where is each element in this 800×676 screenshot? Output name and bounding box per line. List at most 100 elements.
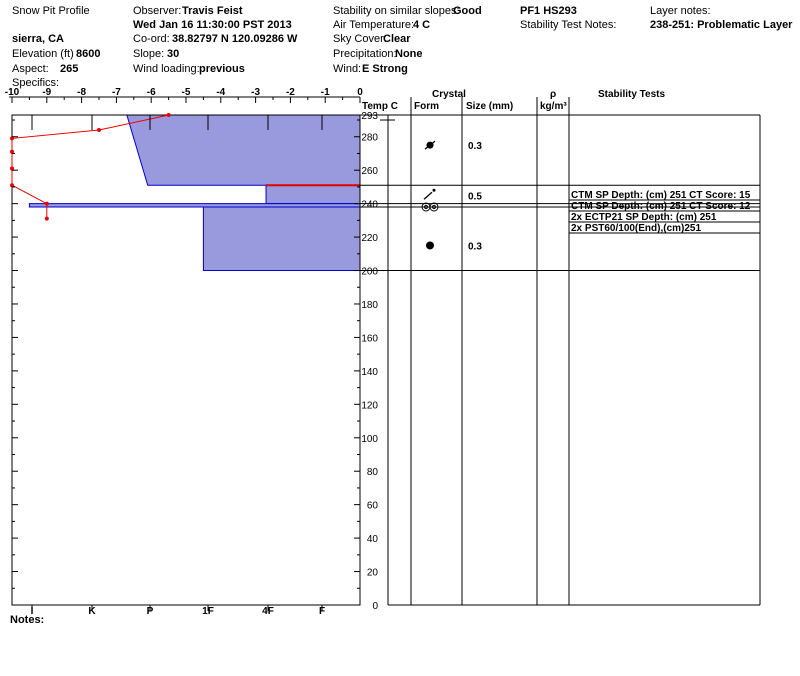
elevation-label: Elevation (ft) — [12, 48, 74, 60]
sky-label: Sky Cover: — [333, 33, 387, 45]
temperature-tick-label: -1 — [321, 87, 330, 98]
form-column-header: Form — [414, 101, 439, 112]
depth-tick-label: 180 — [361, 300, 378, 311]
temperature-point-3 — [10, 149, 14, 154]
test-notes-label: Stability Test Notes: — [520, 19, 617, 31]
precip-value: None — [395, 48, 423, 60]
stability-label: Stability on similar slopes: — [333, 5, 460, 17]
precipitation-dot — [432, 188, 436, 192]
temperature-point-1 — [97, 128, 101, 133]
depth-tick-label: 100 — [361, 434, 378, 445]
coord-value: 38.82797 N 120.09286 W — [172, 33, 298, 45]
hardness-tick-label: I — [31, 606, 34, 617]
temperature-tick-label: 0 — [357, 87, 363, 98]
elevation-value: 8600 — [76, 48, 101, 60]
crystal-size-label: 0.5 — [468, 191, 482, 202]
surface-hoar-inner — [424, 204, 428, 209]
depth-tick-label: 160 — [361, 333, 378, 344]
wind-label: Wind: — [333, 63, 362, 75]
hardness-layer-2 — [28, 203, 361, 208]
slope-label: Slope: — [133, 48, 165, 60]
observation-date: Wed Jan 16 11:30:00 PST 2013 — [133, 19, 292, 31]
slope-value: 30 — [167, 48, 180, 60]
crystal-size-label: 0.3 — [468, 241, 482, 252]
depth-tick-label: 240 — [361, 200, 378, 211]
temperature-point-0 — [166, 113, 171, 117]
depth-tick-label: 260 — [361, 166, 378, 177]
precipitation-particle-icon — [423, 191, 433, 200]
stability-value: Good — [453, 5, 482, 17]
temperature-point-5 — [10, 183, 14, 188]
temperature-tick-label: -4 — [216, 87, 225, 98]
depth-tick-label: 200 — [361, 267, 378, 278]
sky-value: Clear — [383, 33, 411, 45]
depth-tick-label: 280 — [361, 133, 378, 144]
crystal-size-label: 0.3 — [468, 141, 482, 152]
size-column-header: Size (mm) — [466, 101, 513, 112]
wind-loading-value: previous — [199, 63, 245, 75]
depth-tick-label: 60 — [367, 501, 379, 512]
location: sierra, CA — [12, 33, 64, 45]
depth-tick-label: 220 — [361, 233, 378, 244]
temperature-tick-label: -5 — [182, 87, 191, 98]
pit-id: PF1 HS293 — [520, 5, 577, 17]
temperature-tick-label: -9 — [42, 87, 51, 98]
hardness-tick-label: K — [88, 606, 96, 617]
layer-notes-value: 238-251: Problematic Layer — [650, 19, 793, 31]
stability-test-label: CTM SP Depth: (cm) 251 CT Score: 15 — [571, 190, 751, 201]
hardness-tick-label: 1F — [202, 606, 214, 617]
surface-hoar-inner — [432, 204, 436, 209]
observer-label: Observer: — [133, 5, 182, 17]
air-temp-label: Air Temperature: — [333, 19, 415, 31]
aspect-label: Aspect: — [12, 63, 49, 75]
hardness-tick-label: P — [147, 606, 154, 617]
layer-notes-label: Layer notes: — [650, 5, 711, 17]
crystal-column-header: Crystal — [432, 89, 466, 100]
temperature-point-6 — [44, 201, 49, 206]
chart-frame — [11, 114, 361, 606]
temperature-profile-line — [11, 114, 169, 219]
depth-tick-label: 140 — [361, 367, 378, 378]
hardness-layer-0 — [126, 114, 361, 186]
stability-test-label: CTM SP Depth: (cm) 251 CT Score: 12 — [571, 201, 751, 212]
hardness-layer-3 — [202, 206, 361, 272]
rounded-grain-icon — [426, 241, 434, 250]
density-unit-header: kg/m³ — [540, 101, 567, 112]
depth-tick-label: 293 — [361, 111, 378, 122]
temp-column-header: Temp C — [362, 101, 398, 112]
surface-hoar-ring — [429, 202, 439, 212]
stability-tests-header: Stability Tests — [598, 89, 665, 100]
page-title: Snow Pit Profile — [12, 5, 90, 17]
depth-tick-label: 120 — [361, 400, 378, 411]
density-column-header: ρ — [550, 89, 556, 100]
depth-tick-label: 20 — [367, 568, 379, 579]
temperature-tick-label: -7 — [112, 87, 121, 98]
wind-value: E Strong — [362, 63, 408, 75]
depth-tick-label: 40 — [367, 534, 379, 545]
temperature-point-2 — [10, 136, 14, 141]
temperature-tick-label: -2 — [286, 87, 295, 98]
hardness-layer-1 — [265, 184, 361, 205]
precip-label: Precipitation: — [333, 48, 397, 60]
wind-loading-label: Wind loading: — [133, 63, 200, 75]
temperature-point-4 — [10, 166, 14, 171]
stability-test-label: 2x PST60/100(End),(cm)251 — [571, 223, 701, 234]
stability-test-label: 2x ECTP21 SP Depth: (cm) 251 — [571, 212, 717, 223]
rounding-slash — [424, 140, 436, 150]
aspect-value: 265 — [60, 63, 79, 75]
notes-label: Notes: — [10, 614, 45, 626]
hardness-tick-label: 4F — [262, 606, 274, 617]
observer-value: Travis Feist — [182, 5, 243, 17]
depth-tick-label: 80 — [367, 467, 379, 478]
temperature-tick-label: -8 — [77, 87, 86, 98]
coord-label: Co-ord: — [133, 33, 170, 45]
temperature-tick-label: -6 — [147, 87, 156, 98]
temperature-tick-label: -10 — [5, 87, 20, 98]
specifics-label: Specifics: — [12, 77, 60, 89]
temperature-tick-label: -3 — [251, 87, 260, 98]
temperature-point-7 — [44, 216, 49, 221]
hardness-tick-label: F — [319, 606, 325, 617]
depth-tick-label: 0 — [372, 601, 378, 612]
air-temp-value: 4 C — [413, 19, 431, 31]
